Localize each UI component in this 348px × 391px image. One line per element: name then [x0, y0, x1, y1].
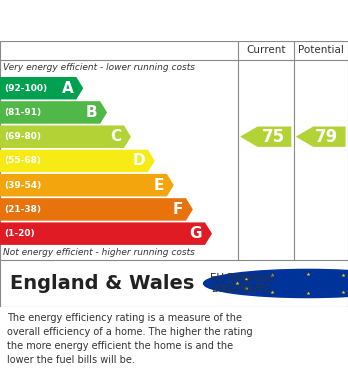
Polygon shape — [0, 150, 155, 172]
Text: Potential: Potential — [298, 45, 344, 56]
Text: (21-38): (21-38) — [4, 205, 41, 214]
Text: D: D — [132, 153, 145, 169]
Polygon shape — [296, 127, 346, 147]
Text: The energy efficiency rating is a measure of the
overall efficiency of a home. T: The energy efficiency rating is a measur… — [7, 313, 253, 365]
Text: (55-68): (55-68) — [4, 156, 41, 165]
Text: 75: 75 — [262, 128, 285, 146]
Text: E: E — [154, 178, 164, 193]
Text: Current: Current — [246, 45, 286, 56]
Polygon shape — [0, 174, 174, 196]
Circle shape — [204, 269, 348, 298]
Polygon shape — [0, 101, 107, 124]
Polygon shape — [0, 126, 131, 148]
Text: Not energy efficient - higher running costs: Not energy efficient - higher running co… — [3, 248, 195, 257]
Text: 79: 79 — [315, 128, 339, 146]
Text: (92-100): (92-100) — [4, 84, 47, 93]
Text: B: B — [86, 105, 97, 120]
Polygon shape — [240, 127, 291, 147]
Text: (81-91): (81-91) — [4, 108, 41, 117]
Text: A: A — [62, 81, 73, 96]
Text: (69-80): (69-80) — [4, 132, 41, 141]
Text: England & Wales: England & Wales — [10, 274, 195, 293]
Text: F: F — [173, 202, 183, 217]
Text: G: G — [190, 226, 202, 241]
Text: Energy Efficiency Rating: Energy Efficiency Rating — [10, 11, 258, 30]
Text: EU Directive
2002/91/EC: EU Directive 2002/91/EC — [210, 273, 274, 294]
Text: C: C — [110, 129, 121, 144]
Text: (1-20): (1-20) — [4, 229, 35, 238]
Polygon shape — [0, 198, 193, 221]
Text: (39-54): (39-54) — [4, 181, 41, 190]
Polygon shape — [0, 222, 212, 245]
Text: Very energy efficient - lower running costs: Very energy efficient - lower running co… — [3, 63, 196, 72]
Polygon shape — [0, 77, 83, 99]
